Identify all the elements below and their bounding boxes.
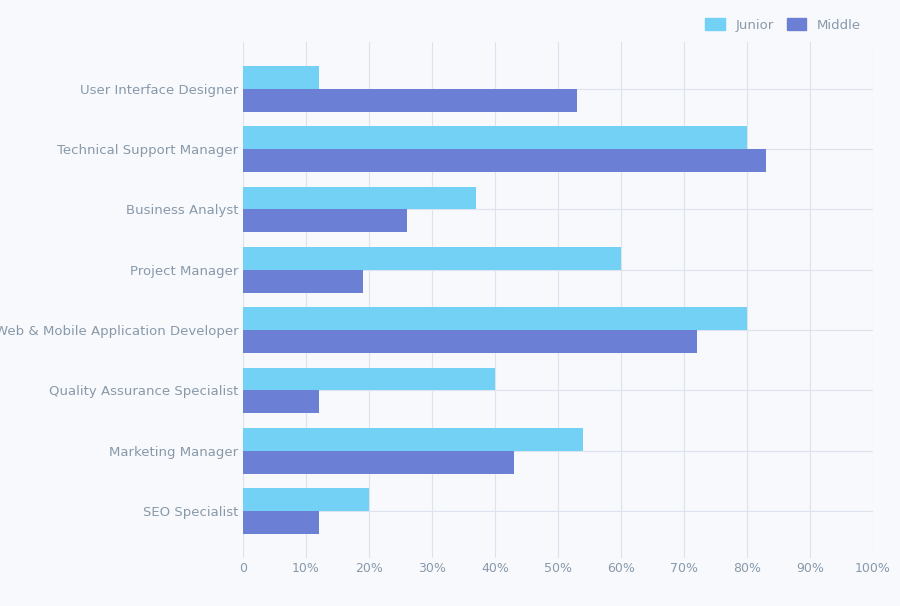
Bar	[243, 126, 747, 149]
Bar	[243, 390, 319, 413]
Bar	[243, 330, 697, 353]
Bar	[243, 428, 583, 451]
Bar	[243, 66, 319, 88]
Bar	[243, 187, 476, 210]
Legend: Junior, Middle: Junior, Middle	[699, 13, 867, 37]
Bar	[243, 488, 369, 511]
Bar	[243, 451, 514, 474]
Bar	[243, 511, 319, 534]
Bar	[243, 88, 577, 112]
Bar	[243, 210, 407, 232]
Bar	[243, 368, 495, 390]
Bar	[243, 247, 621, 270]
Bar	[243, 270, 363, 293]
Bar	[243, 307, 747, 330]
Bar	[243, 149, 766, 172]
